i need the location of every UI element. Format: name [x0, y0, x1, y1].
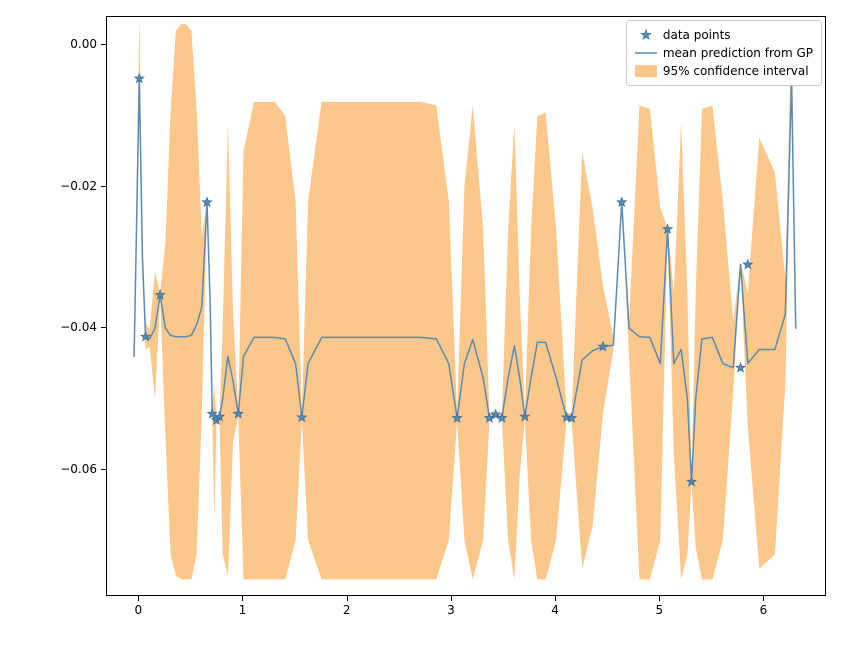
- legend-swatch: [635, 46, 657, 60]
- xtick-label: 6: [760, 603, 768, 617]
- xtick-label: 0: [134, 603, 142, 617]
- legend-swatch: [635, 28, 657, 42]
- ytick-mark: [101, 469, 106, 470]
- legend-entry: mean prediction from GP: [635, 44, 813, 62]
- ytick-mark: [101, 186, 106, 187]
- xtick-mark: [659, 596, 660, 601]
- xtick-mark: [138, 596, 139, 601]
- plot-svg: [107, 17, 827, 597]
- ytick-label: −0.04: [60, 320, 97, 334]
- xtick-mark: [555, 596, 556, 601]
- ytick-mark: [101, 327, 106, 328]
- xtick-label: 2: [343, 603, 351, 617]
- xtick-mark: [763, 596, 764, 601]
- legend-entry: data points: [635, 26, 813, 44]
- xtick-label: 1: [239, 603, 247, 617]
- xtick-mark: [347, 596, 348, 601]
- chart-root: 0 1 2 3 4 5 6 0.00 −0.02 −0.04 −0.06 data points mea…: [0, 0, 847, 647]
- legend-entry: 95% confidence interval: [635, 62, 813, 80]
- data-point: [736, 363, 745, 372]
- ytick-mark: [101, 44, 106, 45]
- xtick-mark: [451, 596, 452, 601]
- legend-label: mean prediction from GP: [663, 46, 813, 60]
- confidence-band: [134, 17, 796, 579]
- plot-area: [106, 16, 826, 596]
- legend: data points mean prediction from GP 95% co…: [626, 20, 822, 86]
- legend-label: data points: [663, 28, 731, 42]
- legend-label: 95% confidence interval: [663, 64, 809, 78]
- xtick-label: 3: [447, 603, 455, 617]
- xtick-label: 5: [655, 603, 663, 617]
- xtick-mark: [242, 596, 243, 601]
- ytick-label: −0.02: [60, 179, 97, 193]
- xtick-label: 4: [551, 603, 559, 617]
- legend-swatch: [635, 64, 657, 78]
- ytick-label: −0.06: [60, 462, 97, 476]
- ytick-label: 0.00: [70, 37, 97, 51]
